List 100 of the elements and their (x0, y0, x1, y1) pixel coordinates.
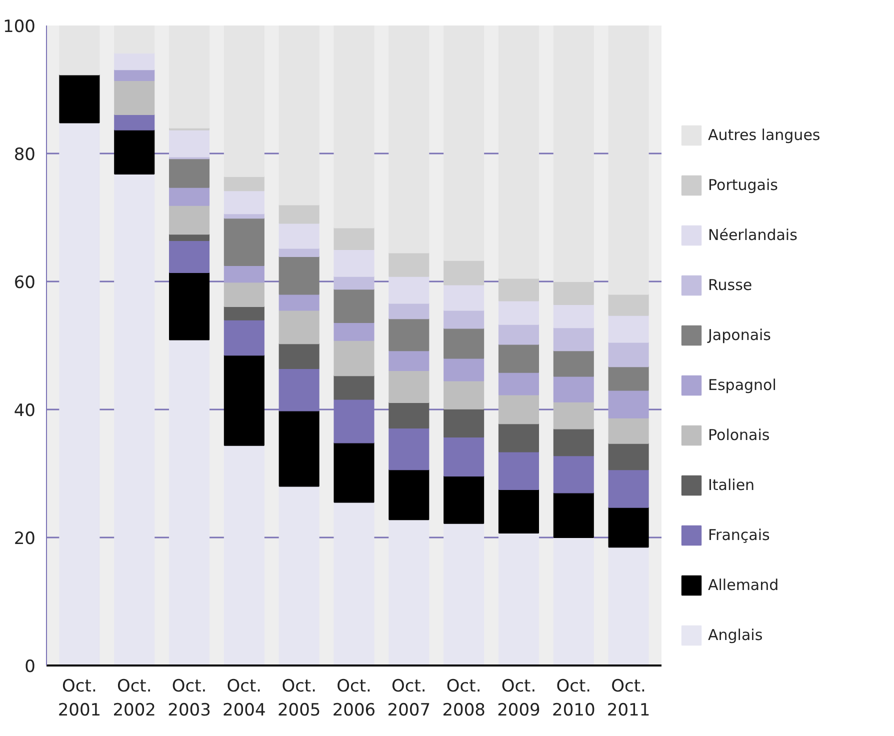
bar (553, 327, 594, 352)
y-tick-label: 40 (14, 401, 36, 421)
bar (224, 176, 264, 192)
bar (278, 256, 320, 295)
bar (278, 343, 320, 370)
bar (608, 342, 649, 368)
bar (498, 344, 539, 373)
legend-label: Russe (708, 276, 752, 294)
bar (608, 506, 649, 548)
bar (334, 288, 374, 323)
bar (498, 278, 539, 302)
y-tick-label: 60 (14, 273, 36, 293)
bar (553, 455, 594, 494)
bar (388, 469, 430, 520)
bar (169, 272, 210, 340)
bar (388, 276, 430, 304)
bar (444, 310, 484, 329)
bar (498, 489, 539, 534)
bar (608, 294, 649, 316)
bar (498, 324, 539, 345)
bar (388, 402, 430, 429)
bar (388, 318, 430, 352)
bar (444, 436, 484, 477)
bar (498, 300, 539, 325)
bar (388, 252, 430, 277)
bar (334, 322, 374, 341)
legend-label: Français (708, 526, 770, 544)
y-tick-label: 0 (24, 657, 36, 677)
x-tick-label: Oct. 2009 (497, 676, 540, 720)
legend-label: Espagnol (708, 376, 776, 394)
bar (553, 428, 594, 456)
legend-label: Allemand (708, 576, 779, 594)
y-tick-label: 20 (14, 529, 36, 549)
bar (169, 129, 210, 158)
bar (278, 410, 320, 487)
bar (388, 370, 430, 403)
bar (444, 328, 484, 359)
bar (169, 240, 210, 274)
x-tick-label: Oct. 2002 (112, 676, 156, 720)
bar (224, 190, 264, 214)
bar (608, 314, 649, 343)
bar (444, 284, 484, 311)
bar (388, 428, 430, 470)
x-tick-label: Oct. 2003 (168, 676, 211, 720)
bar (59, 74, 100, 124)
bar (498, 372, 539, 396)
bar (224, 282, 264, 307)
bar (608, 417, 649, 444)
bar (114, 129, 155, 174)
legend-label: Polonais (708, 426, 770, 444)
bar (553, 350, 594, 377)
bar (334, 340, 374, 376)
bar (498, 451, 539, 490)
bar (553, 401, 594, 430)
bar (608, 469, 649, 508)
bar (553, 492, 594, 538)
bar (114, 69, 155, 82)
y-tick-label: 80 (14, 145, 36, 165)
x-tick-label: Oct. 2006 (332, 676, 376, 720)
bar (278, 294, 320, 311)
bar (553, 304, 594, 328)
bar (224, 218, 264, 266)
bar (278, 368, 320, 412)
bar (169, 158, 210, 188)
bar (444, 476, 484, 524)
x-tick-label: Oct. 2005 (277, 676, 321, 720)
bar (334, 227, 374, 250)
bar (388, 350, 430, 371)
legend-label: Japonais (708, 326, 771, 344)
x-tick-label: Oct. 2011 (606, 676, 650, 720)
legend-label: Italien (708, 476, 755, 494)
legend-label: Portugais (708, 176, 778, 194)
bar (388, 302, 430, 320)
bar (334, 398, 374, 444)
bar (278, 204, 320, 224)
bar (444, 260, 484, 286)
x-tick-label: Oct. 2010 (552, 676, 596, 720)
bar (278, 310, 320, 344)
legend-label: Néerlandais (708, 226, 798, 244)
bar (278, 222, 320, 249)
bar (498, 423, 539, 452)
bar (334, 442, 374, 503)
bar (553, 376, 594, 402)
bar (608, 442, 649, 470)
bar (169, 186, 210, 206)
bar (114, 114, 155, 130)
legend-label: Autres langues (708, 126, 820, 144)
bar (334, 276, 374, 290)
y-tick-label: 100 (3, 17, 36, 37)
bar (608, 366, 649, 391)
x-tick-label: Oct. 2004 (222, 676, 266, 720)
x-tick-label: Oct. 2007 (387, 676, 431, 720)
bar (224, 319, 264, 356)
bar (444, 358, 484, 382)
x-tick-label: Oct. 2008 (442, 676, 486, 720)
bar (444, 408, 484, 438)
x-tick-label: Oct. 2001 (58, 676, 102, 720)
bar (114, 80, 155, 115)
bar (169, 204, 210, 235)
bar (334, 375, 374, 400)
